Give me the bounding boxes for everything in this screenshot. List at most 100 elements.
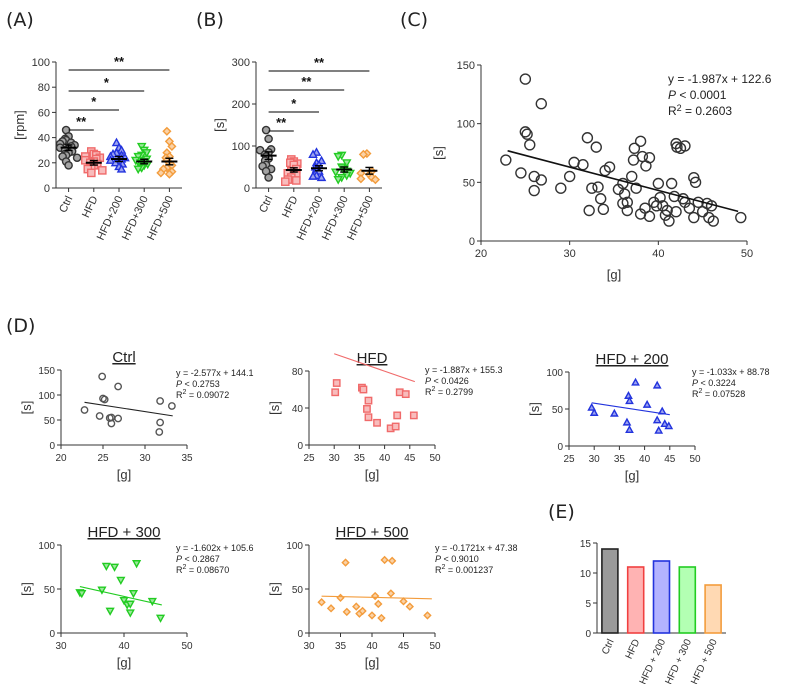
data-point [105, 414, 114, 422]
data-point [330, 168, 341, 178]
regression-line [507, 149, 739, 213]
p-symbol: P [176, 379, 182, 389]
data-point [423, 611, 432, 620]
y-tick-label: 100 [286, 541, 303, 552]
data-point [336, 593, 345, 602]
data-point [114, 414, 123, 423]
x-tick-label: 30 [329, 453, 341, 464]
chart-d-hfd500-regression: 0 50 100 30 35 40 45 50 [g] [s] HFD + 500 y = -0.17… [267, 524, 518, 670]
subplot-title: HFD [357, 350, 388, 367]
r-superscript: 2 [442, 564, 446, 571]
subplot-title: Ctrl [112, 349, 135, 366]
chart-d-hfd-regression: 0 40 80 25 30 35 40 45 50 [g] [s] HFD y = -1.887x + … [267, 350, 503, 482]
regression-line [79, 586, 162, 606]
equation-label: y = -2.577x + 144.1 [176, 368, 254, 378]
data-point [659, 209, 672, 221]
data-point [405, 602, 414, 611]
p-value-label: P < 0.0426 [425, 376, 469, 386]
data-point [393, 411, 402, 420]
data-point [643, 151, 656, 164]
bar [601, 548, 619, 634]
data-point [367, 611, 377, 620]
significance-label: ** [276, 115, 287, 130]
y-tick-label: 0 [297, 441, 303, 452]
data-point [342, 607, 351, 617]
data-point [374, 599, 383, 609]
data-point [634, 135, 647, 147]
data-point [364, 396, 373, 405]
r-symbol: R [176, 565, 183, 575]
y-tick-label: 20 [38, 158, 50, 170]
equation-label: y = -1.987x + 122.6 [668, 72, 772, 86]
y-tick-label: 150 [457, 60, 475, 72]
data-point [630, 182, 642, 194]
y-axis-label: [s] [527, 402, 542, 416]
subplot-title: HFD + 300 [88, 524, 161, 541]
p-symbol: P [176, 554, 182, 564]
data-point [642, 399, 652, 408]
data-point [109, 563, 120, 572]
p-value: < 0.3224 [698, 378, 736, 388]
y-axis-label: [s] [267, 401, 282, 415]
data-point [167, 402, 176, 410]
x-axis-label: [g] [117, 467, 131, 482]
y-axis-label: [s] [267, 582, 282, 596]
data-point [86, 168, 96, 178]
data-point [98, 372, 107, 381]
data-point [116, 164, 127, 173]
x-tick-label: 30 [139, 453, 151, 464]
y-tick-label: 0 [469, 236, 475, 248]
r2-value: = 0.08670 [186, 565, 229, 575]
x-axis-label: [g] [607, 267, 621, 282]
bar [678, 566, 697, 634]
r-superscript: 2 [699, 388, 703, 395]
data-point [363, 405, 371, 413]
data-point [622, 417, 632, 426]
regression-line [321, 595, 432, 600]
y-tick-label: 0 [585, 629, 591, 640]
y-tick-label: 0 [49, 441, 55, 452]
data-point [689, 176, 702, 189]
data-point [521, 128, 533, 140]
p-value: < 0.2753 [182, 379, 220, 389]
significance-label: ** [314, 55, 325, 70]
data-point [156, 397, 165, 405]
x-tick-label: HFD + 300 [663, 637, 694, 684]
data-point [125, 600, 135, 609]
bar [626, 566, 645, 634]
r2-label: R2 = 0.2603 [668, 103, 732, 118]
data-point [281, 177, 290, 187]
x-tick-label: 25 [563, 454, 575, 465]
p-value: < 0.9010 [441, 554, 479, 564]
y-tick-label: 50 [552, 405, 564, 416]
y-axis-label: [rpm] [12, 110, 27, 140]
data-point [631, 377, 640, 386]
regression-line [334, 353, 416, 383]
x-tick-label: HFD [624, 638, 643, 661]
y-axis-label: [s] [431, 146, 446, 160]
r2-label: R2 = 0.001237 [435, 564, 493, 575]
data-point [333, 152, 343, 162]
data-point [359, 385, 368, 394]
data-point [64, 161, 73, 170]
r2-label: R2 = 0.2799 [425, 386, 473, 397]
y-tick-label: 40 [38, 133, 50, 145]
y-tick-label: 150 [38, 366, 55, 377]
chart-d-ctrl-regression: 0 50 100 150 20 25 30 35 [g] [s] Ctrl y = -2.577x +… [19, 349, 254, 482]
data-point [132, 560, 142, 569]
data-point [643, 210, 656, 223]
data-point [80, 406, 89, 414]
data-point [636, 150, 649, 163]
x-tick-label: 30 [55, 641, 67, 652]
data-point [358, 606, 367, 616]
data-point [589, 408, 599, 416]
p-value-label: P < 0.0001 [668, 88, 727, 102]
x-axis-label: [g] [365, 467, 379, 482]
y-tick-label: 0 [49, 629, 55, 640]
data-point [341, 558, 350, 567]
equation-label: y = -1.033x + 88.78 [692, 367, 770, 377]
data-point [370, 591, 380, 601]
equation-label: y = -0.1721x + 47.38 [435, 543, 518, 553]
